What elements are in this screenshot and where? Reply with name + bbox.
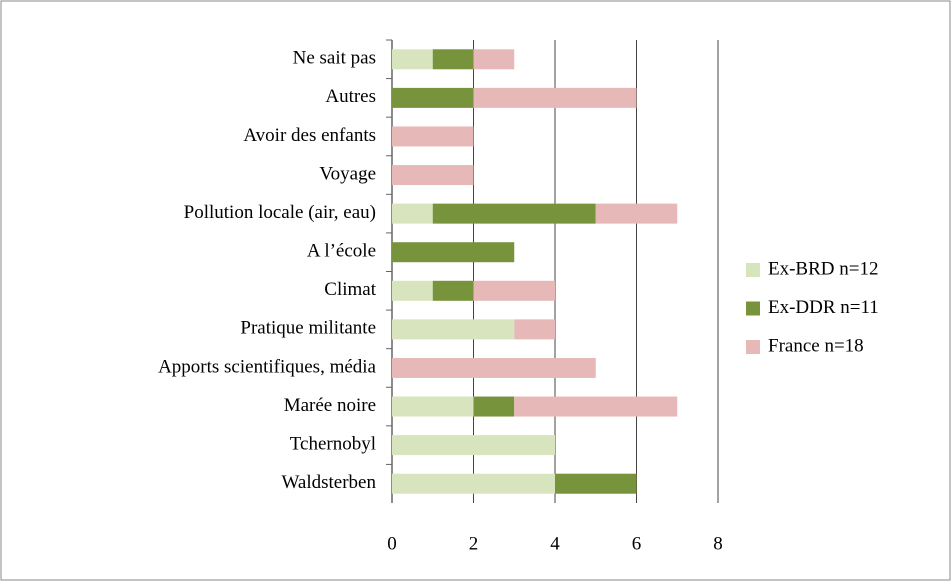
- y-tick-label: Avoir des enfants: [243, 125, 376, 146]
- y-tick-label: Apports scientifiques, média: [158, 356, 376, 377]
- bar-segment: [392, 87, 474, 108]
- y-tick-label: Climat: [324, 279, 376, 300]
- x-tick-label: 2: [469, 533, 479, 554]
- bar-segment: [473, 396, 515, 417]
- bar-segment: [432, 280, 474, 301]
- y-tick-label: Ne sait pas: [293, 48, 376, 69]
- x-tick-label: 8: [713, 533, 723, 554]
- y-tick-label: Pollution locale (air, eau): [184, 202, 376, 223]
- legend-swatch: [746, 340, 760, 354]
- bar-segment: [392, 49, 433, 70]
- bar-segment: [473, 49, 515, 70]
- bar-segment: [392, 165, 474, 186]
- bar-segment: [392, 396, 474, 417]
- y-tick-label: Marée noire: [284, 395, 376, 416]
- bar-segment: [514, 396, 678, 417]
- bar-segment: [432, 49, 474, 70]
- bar-segment: [392, 435, 555, 456]
- y-tick-label: Tchernobyl: [290, 433, 376, 454]
- bar-segment: [392, 242, 515, 263]
- legend-label: Ex-DDR n=11: [768, 297, 879, 318]
- y-tick-label: Voyage: [319, 163, 376, 184]
- bar-segment: [392, 357, 596, 378]
- y-tick-label: Autres: [325, 86, 376, 107]
- bar-segment: [392, 280, 433, 301]
- bar-segment: [514, 319, 555, 340]
- x-tick-label: 6: [632, 533, 642, 554]
- bar-segment: [432, 203, 596, 224]
- bar-segment: [392, 126, 474, 147]
- bar-segment: [392, 203, 433, 224]
- bar-segment: [392, 473, 555, 494]
- bar-segment: [392, 319, 515, 340]
- bar-segment: [555, 473, 637, 494]
- legend-swatch: [746, 301, 760, 316]
- bar-segment: [473, 87, 637, 108]
- bar-segment: [595, 203, 678, 224]
- x-tick-label: 0: [387, 533, 397, 554]
- y-tick-label: Pratique militante: [240, 318, 376, 339]
- bar-segment: [473, 280, 555, 301]
- legend-label: France n=18: [768, 335, 864, 356]
- y-tick-label: Waldsterben: [282, 472, 377, 493]
- y-tick-label: A l’école: [307, 241, 376, 262]
- legend-label: Ex-BRD n=12: [768, 258, 878, 279]
- legend-swatch: [746, 263, 760, 277]
- x-tick-label: 4: [550, 533, 560, 554]
